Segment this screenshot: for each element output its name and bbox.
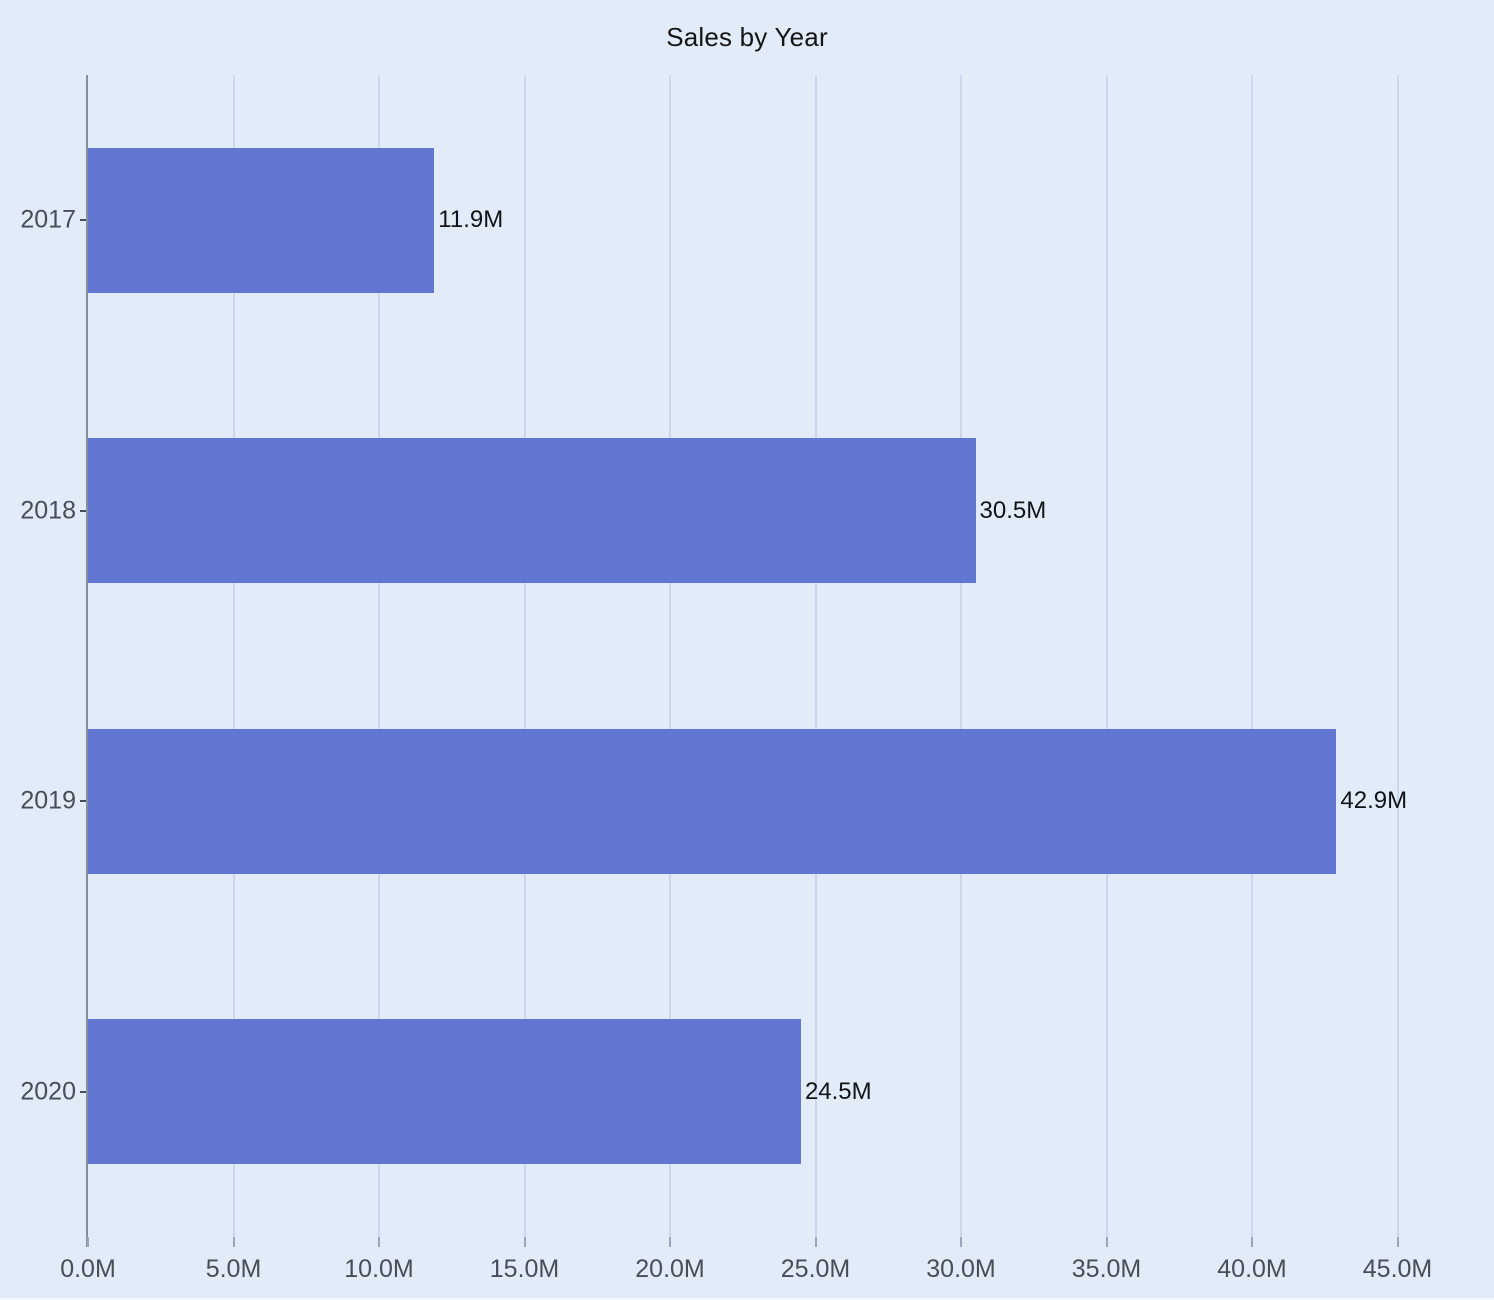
x-axis-tick <box>232 1237 235 1247</box>
bar-value-label: 30.5M <box>979 496 1047 524</box>
y-axis-tick <box>80 509 86 512</box>
chart-bottom-edge <box>0 1298 1494 1300</box>
x-axis-tick <box>1105 1237 1108 1247</box>
gridline <box>1105 75 1108 1237</box>
gridline <box>232 75 235 1237</box>
y-axis-tick-label: 2019 <box>20 786 76 815</box>
bar-value-label: 11.9M <box>438 206 504 234</box>
x-axis-tick-label: 30.0M <box>926 1255 996 1283</box>
chart-title: Sales by Year <box>666 22 828 52</box>
x-axis-tick <box>1251 1237 1253 1247</box>
bar-value-label: 42.9M <box>1340 787 1408 815</box>
x-axis-tick-label: 20.0M <box>635 1255 705 1283</box>
gridline <box>669 75 671 1237</box>
y-axis-tick-label: 2020 <box>20 1077 76 1106</box>
bar-2020 <box>88 1019 801 1165</box>
y-axis-tick <box>80 800 86 803</box>
gridline <box>378 75 380 1237</box>
x-axis-tick-label: 0.0M <box>60 1255 116 1283</box>
x-axis-tick <box>1396 1237 1399 1247</box>
x-axis-tick-label: 5.0M <box>205 1255 262 1283</box>
x-axis-tick-label: 15.0M <box>489 1255 560 1283</box>
gridline <box>1396 75 1399 1237</box>
y-axis-tick <box>80 219 86 222</box>
x-axis-tick-label: 40.0M <box>1217 1255 1287 1283</box>
x-axis-tick-label: 25.0M <box>780 1255 851 1283</box>
gridline <box>1251 75 1253 1237</box>
x-axis-tick <box>523 1237 526 1247</box>
bar-2018 <box>88 438 976 584</box>
x-axis-tick-label: 45.0M <box>1362 1255 1433 1283</box>
bar-value-label: 24.5M <box>804 1077 872 1105</box>
x-axis-tick-label: 10.0M <box>344 1255 414 1283</box>
gridline <box>960 75 962 1237</box>
x-axis-tick <box>814 1237 817 1247</box>
x-axis-tick <box>960 1237 962 1247</box>
x-axis-tick <box>87 1237 89 1247</box>
x-axis-tick-label: 35.0M <box>1071 1255 1142 1283</box>
x-axis-tick <box>669 1237 671 1247</box>
y-axis-tick-label: 2017 <box>20 205 76 234</box>
gridline <box>814 75 817 1237</box>
bar-2017 <box>88 147 435 293</box>
gridline <box>523 75 526 1237</box>
bar-2019 <box>88 728 1337 874</box>
y-axis-line <box>86 75 88 1247</box>
x-axis-tick <box>378 1237 380 1247</box>
y-axis-tick <box>80 1090 86 1093</box>
y-axis-tick-label: 2018 <box>20 496 76 525</box>
